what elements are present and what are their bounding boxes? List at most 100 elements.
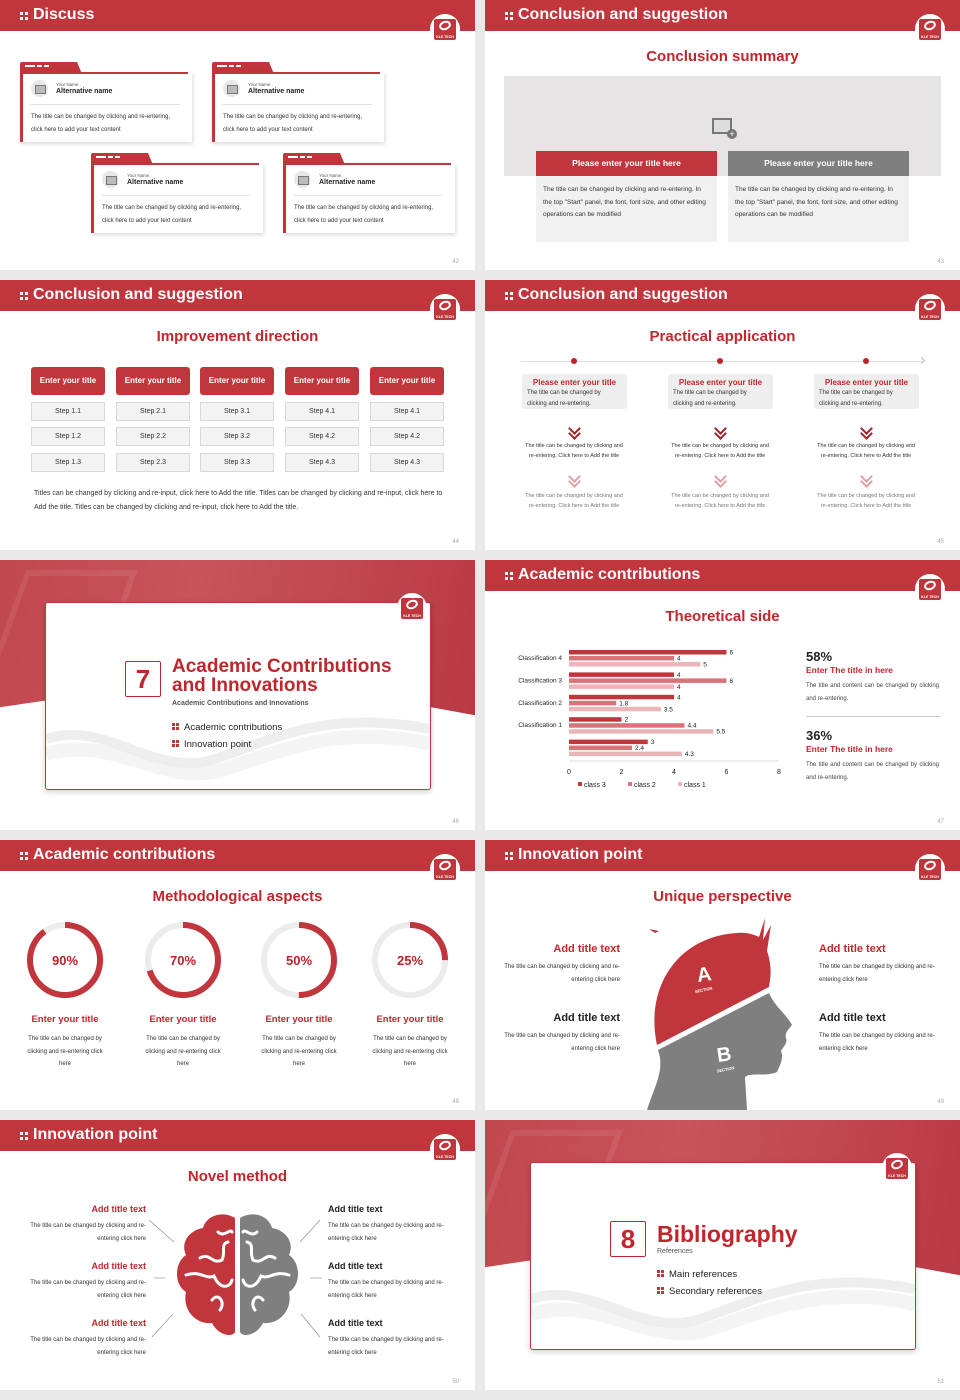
section-title: Methodological aspects bbox=[152, 888, 323, 905]
slide-50[interactable]: Innovation point KLE TECH Novel method A… bbox=[0, 1120, 475, 1390]
item-text: The title can be changed by clicking and… bbox=[372, 1036, 448, 1067]
bar bbox=[569, 684, 674, 689]
profile-card[interactable]: Your Name Alternative name The title can b… bbox=[91, 153, 263, 233]
slide-47[interactable]: Academic contributions KLE TECH Theoreti… bbox=[485, 560, 960, 830]
image-placeholder-icon[interactable] bbox=[223, 80, 240, 97]
legend-label: class 1 bbox=[684, 782, 706, 789]
step-box[interactable]: Step 2.1 bbox=[116, 402, 190, 421]
profile-card[interactable]: Your Name Alternative name The title can b… bbox=[212, 62, 384, 142]
slide-42[interactable]: Discuss KLE TECH Your Name Alternative na… bbox=[0, 0, 475, 270]
step-box[interactable]: Step 1.3 bbox=[31, 453, 105, 472]
section-bullet[interactable]: Secondary references bbox=[657, 1286, 762, 1297]
image-placeholder-icon[interactable] bbox=[31, 80, 48, 97]
category-label: Classification 4 bbox=[518, 655, 562, 662]
section-subtitle: Academic Contributions and Innovations bbox=[172, 700, 309, 707]
data-label: 5.5 bbox=[716, 729, 725, 736]
section-title: Unique perspective bbox=[653, 888, 792, 905]
step-box[interactable]: Step 4.2 bbox=[285, 427, 359, 446]
step-box[interactable]: Step 3.2 bbox=[200, 427, 274, 446]
column-title-button[interactable]: Enter your title bbox=[285, 367, 359, 395]
page-number: 49 bbox=[937, 1099, 944, 1105]
column-title-button[interactable]: Enter your title bbox=[370, 367, 444, 395]
profile-card[interactable]: Your Name Alternative name The title can b… bbox=[20, 62, 192, 142]
description-text: Titles can be changed by clicking and re… bbox=[34, 490, 443, 511]
box-text: The title can be changed by clicking and… bbox=[728, 176, 909, 242]
progress-label: 25% bbox=[397, 953, 423, 968]
image-placeholder-icon[interactable] bbox=[294, 171, 311, 188]
page-number: 45 bbox=[937, 539, 944, 545]
box-title: Please enter your title bbox=[824, 378, 909, 387]
info-box[interactable]: Please enter your title The title can be … bbox=[522, 374, 627, 409]
step-box[interactable]: Step 3.3 bbox=[200, 453, 274, 472]
item-title: Enter your title bbox=[265, 1014, 333, 1025]
info-box[interactable]: Please enter your title The title can be … bbox=[814, 374, 919, 409]
kle-tech-logo: KLE TECH bbox=[915, 854, 945, 884]
section-bullet[interactable]: Innovation point bbox=[172, 739, 251, 750]
progress-ring-arc bbox=[145, 922, 221, 998]
progress-ring-arc bbox=[372, 922, 448, 998]
block-title: Add title text bbox=[328, 1318, 383, 1328]
section-subtitle: References bbox=[657, 1248, 693, 1255]
double-chevron-down-icon bbox=[714, 474, 726, 486]
box-title: Please enter your title here bbox=[536, 151, 717, 176]
slide-title: Innovation point bbox=[518, 846, 643, 863]
legend-swatch bbox=[678, 782, 682, 786]
data-label: 4.3 bbox=[685, 751, 694, 758]
block-title: Add title text bbox=[328, 1204, 383, 1214]
box-title: Please enter your title here bbox=[728, 151, 909, 176]
double-chevron-down-icon bbox=[714, 426, 726, 438]
block-text: The title can be changed by clicking and… bbox=[30, 1223, 146, 1242]
step-box[interactable]: Step 4.2 bbox=[370, 427, 444, 446]
legend-label: class 3 bbox=[584, 782, 606, 789]
section-title: Novel method bbox=[187, 1168, 288, 1185]
card-small-label: Your Name bbox=[319, 173, 342, 178]
page-number: 42 bbox=[452, 259, 459, 265]
info-box[interactable]: Please enter your title The title can be … bbox=[668, 374, 773, 409]
image-placeholder-icon[interactable] bbox=[102, 171, 119, 188]
slide-header: Conclusion and suggestion bbox=[485, 0, 960, 31]
x-tick-label: 4 bbox=[672, 769, 676, 776]
slide-44[interactable]: Conclusion and suggestion KLE TECH Impro… bbox=[0, 280, 475, 550]
add-image-icon[interactable] bbox=[712, 118, 737, 139]
slide-49[interactable]: Innovation point KLE TECH Unique perspec… bbox=[485, 840, 960, 1110]
step-box[interactable]: Step 4.1 bbox=[370, 402, 444, 421]
step-box[interactable]: Step 4.3 bbox=[370, 453, 444, 472]
column-title-button[interactable]: Enter your title bbox=[116, 367, 190, 395]
kle-tech-logo: KLE TECH bbox=[397, 593, 427, 623]
step-box[interactable]: Step 2.3 bbox=[116, 453, 190, 472]
section-title: Theoretical side bbox=[665, 608, 780, 625]
step-box[interactable]: Step 3.1 bbox=[200, 402, 274, 421]
data-label: 6 bbox=[730, 650, 734, 657]
step-box[interactable]: Step 1.2 bbox=[31, 427, 105, 446]
section-bullet[interactable]: Academic contributions bbox=[172, 722, 282, 733]
slide-43[interactable]: Conclusion and suggestion KLE TECH Concl… bbox=[485, 0, 960, 270]
stat-title: Enter The title in here bbox=[806, 665, 893, 675]
slide-51-section[interactable]: KLE TECH 8 Bibliography References Main … bbox=[485, 1120, 960, 1390]
slide-46-section[interactable]: KLE TECH 7 Academic Contributions and In… bbox=[0, 560, 475, 830]
slide-title: Innovation point bbox=[33, 1126, 158, 1143]
column-title-button[interactable]: Enter your title bbox=[31, 367, 105, 395]
bar bbox=[569, 739, 648, 745]
svg-text:SECTION: SECTION bbox=[716, 1065, 735, 1074]
profile-card[interactable]: Your Name Alternative name The title can b… bbox=[283, 153, 455, 233]
block-title: Add title text bbox=[91, 1318, 146, 1328]
section-title: Bibliography bbox=[657, 1221, 798, 1247]
step-box[interactable]: Step 4.3 bbox=[285, 453, 359, 472]
bar bbox=[569, 656, 674, 661]
kle-tech-logo: KLE TECH bbox=[882, 1153, 912, 1183]
data-label: 4 bbox=[677, 656, 681, 663]
head-section-a bbox=[654, 918, 771, 1045]
step-box[interactable]: Step 1.1 bbox=[31, 402, 105, 421]
stat-text: The title and content can be changed by … bbox=[806, 683, 939, 702]
section-bullet[interactable]: Main references bbox=[657, 1269, 737, 1280]
slide-48[interactable]: Academic contributions KLE TECH Methodol… bbox=[0, 840, 475, 1110]
slide-header: Conclusion and suggestion bbox=[0, 280, 475, 311]
slide-45[interactable]: Conclusion and suggestion KLE TECH Pract… bbox=[485, 280, 960, 550]
bar bbox=[569, 717, 622, 722]
step-box[interactable]: Step 4.1 bbox=[285, 402, 359, 421]
slide-title: Discuss bbox=[33, 6, 95, 23]
step-box[interactable]: Step 2.2 bbox=[116, 427, 190, 446]
column-title-button[interactable]: Enter your title bbox=[200, 367, 274, 395]
category-label: Classification 1 bbox=[518, 722, 562, 729]
data-label: 5 bbox=[703, 662, 707, 669]
